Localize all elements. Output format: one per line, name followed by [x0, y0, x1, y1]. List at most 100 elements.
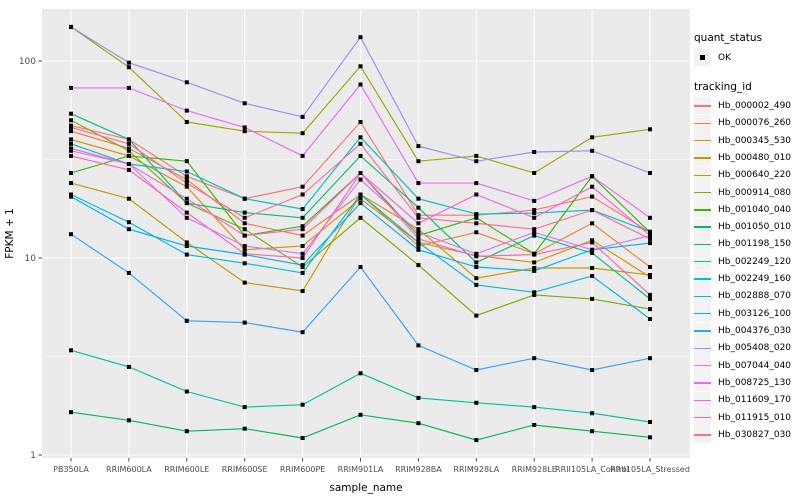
- data-point: [474, 159, 479, 164]
- data-point: [590, 266, 595, 270]
- data-point: [300, 289, 305, 293]
- legend-item-Hb_007044_040: Hb_007044_040: [694, 357, 800, 375]
- data-point: [532, 198, 537, 203]
- legend-label: OK: [718, 52, 731, 63]
- data-point: [358, 215, 363, 220]
- legend-label: Hb_005408_020: [718, 343, 792, 354]
- x-tick-label: RRIM600SE: [222, 465, 268, 474]
- legend-label: Hb_007044_040: [718, 360, 792, 371]
- legend-item-Hb_002249_120: Hb_002249_120: [694, 253, 800, 271]
- legend-item-Hb_000480_010: Hb_000480_010: [694, 149, 800, 167]
- data-point: [300, 263, 305, 268]
- data-point: [358, 135, 363, 140]
- data-point: [126, 227, 131, 232]
- legend-label: Hb_002249_160: [718, 274, 792, 285]
- data-point: [300, 207, 305, 212]
- data-point: [416, 247, 421, 252]
- data-point: [532, 233, 537, 238]
- line-swatch-icon: [694, 330, 711, 332]
- legend-key-box: [694, 270, 711, 288]
- legend-item-Hb_001050_010: Hb_001050_010: [694, 218, 800, 236]
- legend-item-Hb_000640_220: Hb_000640_220: [694, 166, 800, 184]
- legend-key-box: [694, 287, 711, 305]
- legend-item-Hb_005408_020: Hb_005408_020: [694, 339, 800, 357]
- data-point: [648, 265, 652, 269]
- data-point: [242, 215, 247, 220]
- x-tick-label: RRIM600LA: [106, 465, 152, 474]
- data-point: [532, 171, 537, 175]
- x-tick-label: RRII105LA_Control: [555, 465, 629, 474]
- data-point: [300, 251, 305, 256]
- data-point: [126, 85, 131, 90]
- data-point: [69, 137, 73, 142]
- data-point: [648, 275, 652, 280]
- data-point: [590, 368, 595, 372]
- line-swatch-icon: [694, 226, 711, 228]
- legend-item-Hb_001198_150: Hb_001198_150: [694, 235, 800, 253]
- data-point: [648, 233, 652, 238]
- data-point: [184, 215, 189, 220]
- data-point: [242, 261, 247, 266]
- legend-label: Hb_000640_220: [718, 170, 792, 181]
- data-point: [300, 131, 305, 136]
- data-point: [184, 174, 189, 179]
- data-point: [126, 167, 131, 172]
- data-point: [242, 244, 247, 248]
- legend-key-box: [694, 409, 711, 427]
- data-point: [242, 405, 247, 410]
- data-point: [416, 215, 421, 220]
- data-point: [590, 274, 595, 278]
- data-point: [126, 364, 131, 369]
- data-point: [126, 270, 131, 275]
- data-point: [532, 215, 537, 220]
- data-point: [184, 184, 189, 189]
- line-swatch-icon: [694, 122, 711, 124]
- data-point: [416, 221, 421, 226]
- line-swatch-icon: [694, 399, 711, 401]
- data-point: [242, 233, 247, 238]
- data-point: [416, 244, 421, 248]
- data-point: [184, 177, 189, 182]
- data-point: [126, 418, 131, 423]
- legend-key-box: [694, 253, 711, 271]
- data-point: [242, 101, 247, 106]
- data-point: [184, 181, 189, 186]
- data-point: [474, 276, 479, 281]
- x-tick-label: RRIM600LE: [164, 465, 209, 474]
- legend-tracking-items: Hb_000002_490 Hb_000076_260 Hb_000345_530 H…: [694, 97, 800, 444]
- data-point: [300, 244, 305, 248]
- legend-key-box: [694, 322, 711, 340]
- legend-label: Hb_003126_100: [718, 308, 792, 319]
- data-point: [300, 402, 305, 407]
- data-point: [242, 247, 247, 252]
- line-swatch-icon: [694, 261, 711, 263]
- data-point: [474, 400, 479, 405]
- legend-key-box: [694, 391, 711, 409]
- data-point: [590, 429, 595, 434]
- data-point: [532, 292, 537, 297]
- data-point: [532, 268, 537, 273]
- data-point: [416, 236, 421, 241]
- data-point: [300, 114, 305, 119]
- data-point: [69, 141, 73, 146]
- legend: quant_status OK tracking_id Hb_000002_49…: [694, 31, 800, 444]
- legend-label: Hb_000914_080: [718, 187, 792, 198]
- data-point: [474, 254, 479, 259]
- legend-key-box: [694, 132, 711, 150]
- line-swatch-icon: [694, 157, 711, 159]
- x-tick-label: PB350LA: [53, 465, 89, 474]
- data-point: [648, 420, 652, 424]
- x-tick-label: RRIM600PE: [280, 465, 326, 474]
- data-point: [69, 24, 73, 29]
- data-point: [532, 260, 537, 265]
- data-point: [126, 196, 131, 201]
- legend-label: Hb_000345_530: [718, 135, 792, 146]
- data-point: [532, 227, 537, 232]
- legend-item-Hb_000914_080: Hb_000914_080: [694, 184, 800, 202]
- data-point: [416, 159, 421, 164]
- data-point: [184, 196, 189, 201]
- data-point: [474, 212, 479, 217]
- legend-label: Hb_001050_010: [718, 222, 792, 233]
- data-point: [184, 210, 189, 215]
- legend-item-Hb_011609_170: Hb_011609_170: [694, 391, 800, 409]
